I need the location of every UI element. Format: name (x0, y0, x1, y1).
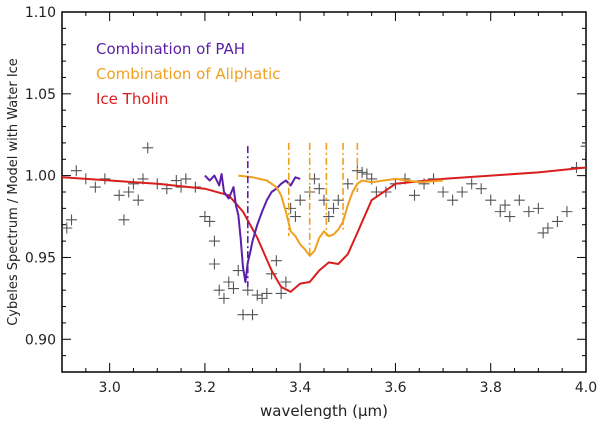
scatter-point (561, 206, 573, 218)
scatter-point (280, 276, 292, 288)
scatter-point (66, 214, 78, 226)
series-line-combination-of-pah (204, 173, 301, 283)
scatter-point (294, 194, 306, 206)
scatter-point (208, 258, 220, 270)
scatter-point (513, 194, 525, 206)
scatter-point (170, 175, 182, 187)
scatter-point (342, 178, 354, 190)
scatter-point (332, 194, 344, 206)
scatter-point (537, 227, 549, 239)
scatter-point (70, 165, 82, 177)
scatter-point (261, 287, 273, 299)
series-lines (62, 166, 586, 293)
y-tick-label: 0.90 (25, 332, 56, 348)
scatter-point (204, 215, 216, 227)
scatter-point (142, 142, 154, 154)
x-tick-label: 3.8 (480, 380, 502, 396)
scatter-point (62, 222, 73, 234)
y-tick-label: 1.00 (25, 169, 56, 185)
series-line-combination-of-aliphatic (238, 174, 444, 257)
legend-entry-ice-tholin: Ice Tholin (96, 90, 168, 108)
scatter-point (285, 202, 297, 214)
scatter-point (180, 173, 192, 185)
scatter-point (89, 181, 101, 193)
scatter-point (494, 206, 506, 218)
x-axis-label: wavelength (μm) (260, 402, 388, 420)
y-tick-label: 1.10 (25, 5, 56, 21)
scatter-point (99, 173, 111, 185)
axis-ticks (61, 11, 587, 373)
legend: Combination of PAH Combination of Alipha… (96, 40, 281, 108)
scatter-point (504, 211, 516, 223)
scatter-point (499, 199, 511, 211)
scatter-point (542, 222, 554, 234)
x-tick-label: 3.6 (384, 380, 406, 396)
scatter-point (308, 173, 320, 185)
scatter-point (523, 206, 535, 218)
axis-tick-labels: 3.0 3.2 3.4 3.6 3.8 4.0 0.90 0.95 1.00 1.05 1.10 (25, 5, 597, 396)
scatter-point (113, 189, 125, 201)
feature-markers (246, 142, 359, 287)
x-tick-label: 4.0 (575, 380, 597, 396)
scatter-point (123, 186, 135, 198)
legend-entry-aliphatic: Combination of Aliphatic (96, 65, 281, 83)
scatter-point (227, 283, 239, 295)
scatter-point (356, 166, 368, 178)
scatter-point (237, 309, 249, 321)
scatter-points (62, 140, 586, 321)
scatter-point (485, 194, 497, 206)
scatter-point (437, 186, 449, 198)
scatter-point (132, 194, 144, 206)
scatter-point (447, 194, 459, 206)
scatter-point (361, 168, 373, 180)
scatter-point (323, 211, 335, 223)
scatter-point (208, 235, 220, 247)
scatter-point (251, 289, 263, 301)
scatter-point (313, 183, 325, 195)
y-tick-label: 1.05 (25, 87, 56, 103)
scatter-point (223, 276, 235, 288)
scatter-point (580, 140, 586, 152)
scatter-point (213, 284, 225, 296)
y-axis-label: Cybeles Spectrum / Model with Water Ice (6, 58, 21, 326)
scatter-point (318, 194, 330, 206)
scatter-point (199, 211, 211, 223)
scatter-point (370, 186, 382, 198)
scatter-point (275, 287, 287, 299)
x-tick-label: 3.2 (194, 380, 216, 396)
scatter-point (532, 202, 544, 214)
legend-entry-pah: Combination of PAH (96, 40, 245, 58)
scatter-point (475, 183, 487, 195)
scatter-point (218, 292, 230, 304)
scatter-point (127, 178, 139, 190)
scatter-point (456, 186, 468, 198)
x-tick-label: 3.0 (99, 380, 121, 396)
x-tick-label: 3.4 (289, 380, 311, 396)
plot-area (62, 140, 586, 321)
scatter-point (289, 211, 301, 223)
scatter-point (328, 202, 340, 214)
scatter-point (409, 189, 421, 201)
scatter-point (256, 292, 268, 304)
scatter-point (551, 215, 563, 227)
scatter-point (118, 214, 130, 226)
scatter-point (232, 265, 244, 277)
scatter-point (466, 178, 478, 190)
y-tick-label: 0.95 (25, 250, 56, 266)
scatter-point (247, 309, 259, 321)
series-line-ice-tholin (62, 166, 586, 293)
scatter-point (270, 255, 282, 267)
